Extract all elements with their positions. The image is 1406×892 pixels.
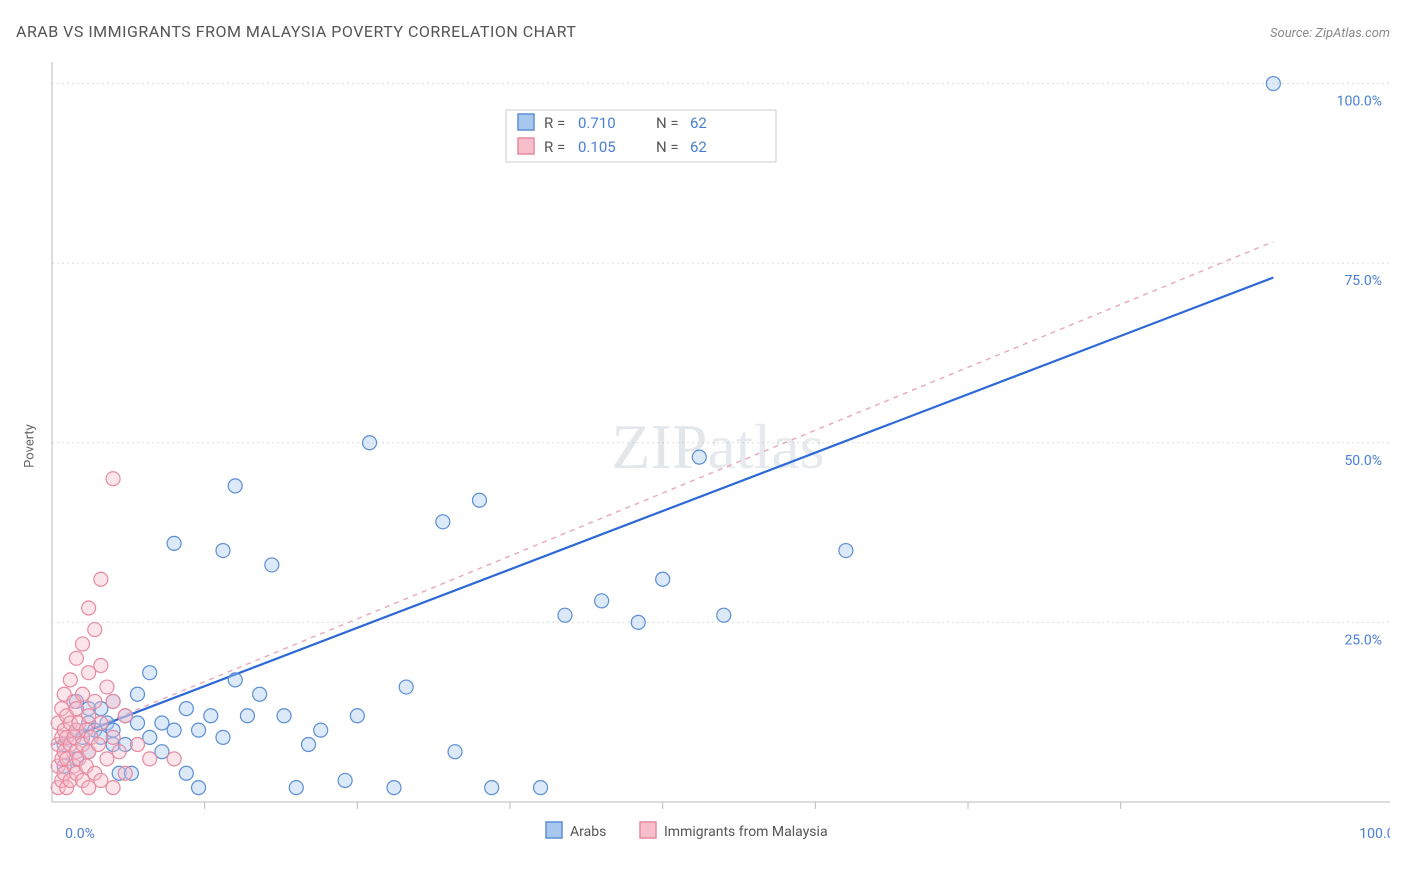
data-point-malaysia: [88, 623, 102, 637]
y-tick-label: 25.0%: [1344, 632, 1382, 648]
data-point-malaysia: [91, 738, 105, 752]
data-point-arabs: [436, 515, 450, 529]
x-tick-label-0: 0.0%: [65, 826, 95, 842]
legend-bottom-label: Arabs: [570, 824, 606, 840]
legend-bottom-swatch-malaysia: [640, 822, 656, 838]
data-point-malaysia: [94, 773, 108, 787]
legend-swatch-arabs: [518, 114, 534, 130]
data-point-arabs: [399, 680, 413, 694]
data-point-arabs: [534, 781, 548, 795]
data-point-malaysia: [94, 572, 108, 586]
data-point-arabs: [314, 723, 328, 737]
data-point-malaysia: [106, 781, 120, 795]
legend-n-label: N =: [656, 114, 679, 132]
data-point-malaysia: [88, 694, 102, 708]
y-tick-label: 75.0%: [1344, 273, 1382, 289]
data-point-arabs: [692, 450, 706, 464]
legend-bottom-swatch-arabs: [546, 822, 562, 838]
data-point-arabs: [1266, 77, 1280, 91]
data-point-arabs: [350, 709, 364, 723]
data-point-malaysia: [100, 680, 114, 694]
data-point-arabs: [387, 781, 401, 795]
data-point-malaysia: [143, 752, 157, 766]
data-point-malaysia: [76, 637, 90, 651]
data-point-arabs: [130, 716, 144, 730]
data-point-malaysia: [69, 651, 83, 665]
data-point-arabs: [143, 666, 157, 680]
data-point-malaysia: [69, 702, 83, 716]
chart-plot-area: ZIPatlas 25.0% 50.0% 75.0% 100.0% 0.0% 100.0%…: [46, 48, 1390, 842]
legend-n-label: N =: [656, 138, 679, 156]
legend-n-value: 62: [690, 114, 707, 132]
data-point-arabs: [192, 723, 206, 737]
y-tick-label: 50.0%: [1344, 453, 1382, 469]
data-point-arabs: [179, 766, 193, 780]
chart-svg: ZIPatlas 25.0% 50.0% 75.0% 100.0% 0.0% 100.0%…: [46, 48, 1390, 842]
data-point-arabs: [228, 479, 242, 493]
legend-swatch-malaysia: [518, 138, 534, 154]
data-point-malaysia: [82, 781, 96, 795]
data-point-arabs: [631, 615, 645, 629]
data-point-malaysia: [118, 766, 132, 780]
legend-n-value: 62: [690, 138, 707, 156]
data-point-arabs: [167, 723, 181, 737]
watermark: ZIPatlas: [611, 411, 824, 482]
data-point-arabs: [155, 745, 169, 759]
data-point-arabs: [253, 687, 267, 701]
legend-r-label: R =: [544, 114, 565, 132]
data-point-arabs: [839, 544, 853, 558]
data-point-malaysia: [94, 716, 108, 730]
data-point-arabs: [301, 738, 315, 752]
data-point-arabs: [472, 493, 486, 507]
data-point-malaysia: [106, 694, 120, 708]
data-point-arabs: [167, 536, 181, 550]
chart-title: ARAB VS IMMIGRANTS FROM MALAYSIA POVERTY…: [16, 22, 576, 41]
data-point-arabs: [363, 436, 377, 450]
data-point-arabs: [656, 572, 670, 586]
data-point-arabs: [265, 558, 279, 572]
data-point-malaysia: [82, 666, 96, 680]
data-point-arabs: [216, 730, 230, 744]
data-point-malaysia: [82, 601, 96, 615]
data-point-malaysia: [106, 472, 120, 486]
data-point-malaysia: [106, 730, 120, 744]
data-point-arabs: [485, 781, 499, 795]
data-point-arabs: [155, 716, 169, 730]
data-point-arabs: [143, 730, 157, 744]
data-point-arabs: [228, 673, 242, 687]
data-point-arabs: [448, 745, 462, 759]
data-point-arabs: [179, 702, 193, 716]
data-point-arabs: [192, 781, 206, 795]
data-point-arabs: [216, 544, 230, 558]
legend-bottom-label: Immigrants from Malaysia: [664, 824, 828, 840]
legend-r-label: R =: [544, 138, 565, 156]
data-point-arabs: [595, 594, 609, 608]
data-point-malaysia: [82, 709, 96, 723]
data-point-arabs: [289, 781, 303, 795]
data-point-malaysia: [94, 658, 108, 672]
data-point-arabs: [558, 608, 572, 622]
data-point-arabs: [240, 709, 254, 723]
data-point-malaysia: [112, 745, 126, 759]
y-axis-label: Poverty: [22, 424, 37, 468]
data-point-arabs: [130, 687, 144, 701]
data-point-arabs: [717, 608, 731, 622]
data-point-malaysia: [118, 709, 132, 723]
legend-r-value: 0.105: [578, 138, 616, 156]
source-attribution: Source: ZipAtlas.com: [1270, 26, 1390, 41]
x-tick-label-100: 100.0%: [1359, 826, 1390, 842]
data-point-malaysia: [130, 738, 144, 752]
legend-r-value: 0.710: [578, 114, 616, 132]
data-point-malaysia: [100, 752, 114, 766]
y-tick-label: 100.0%: [1337, 94, 1382, 110]
data-point-malaysia: [63, 673, 77, 687]
data-point-malaysia: [167, 752, 181, 766]
data-point-malaysia: [76, 687, 90, 701]
data-point-arabs: [204, 709, 218, 723]
data-point-arabs: [277, 709, 291, 723]
data-point-arabs: [338, 773, 352, 787]
